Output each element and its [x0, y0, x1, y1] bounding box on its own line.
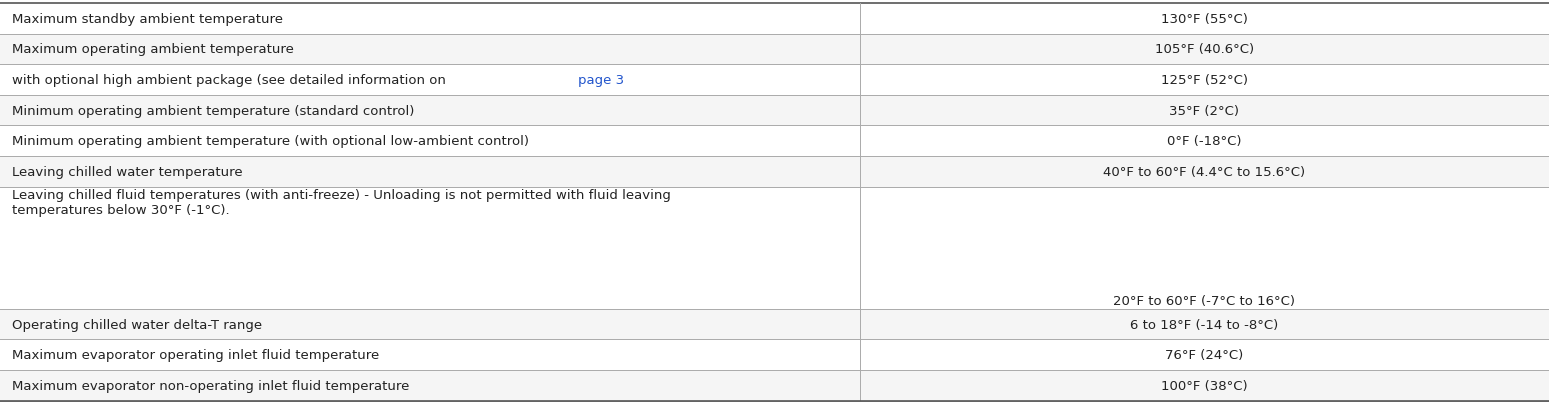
Text: 125°F (52°C): 125°F (52°C) [1160, 74, 1248, 87]
Text: 6 to 18°F (-14 to -8°C): 6 to 18°F (-14 to -8°C) [1131, 318, 1278, 331]
Text: 105°F (40.6°C): 105°F (40.6°C) [1156, 43, 1253, 56]
Text: 20°F to 60°F (-7°C to 16°C): 20°F to 60°F (-7°C to 16°C) [1114, 294, 1295, 307]
FancyBboxPatch shape [0, 309, 1549, 339]
FancyBboxPatch shape [0, 187, 1549, 309]
FancyBboxPatch shape [0, 370, 1549, 401]
FancyBboxPatch shape [0, 339, 1549, 370]
Text: Maximum evaporator operating inlet fluid temperature: Maximum evaporator operating inlet fluid… [12, 349, 380, 361]
FancyBboxPatch shape [0, 157, 1549, 187]
Text: 130°F (55°C): 130°F (55°C) [1160, 13, 1248, 26]
Text: with optional high ambient package (see detailed information on: with optional high ambient package (see … [12, 74, 451, 87]
FancyBboxPatch shape [0, 4, 1549, 35]
Text: Operating chilled water delta-T range: Operating chilled water delta-T range [12, 318, 262, 331]
Text: Leaving chilled fluid temperatures (with anti-freeze) - Unloading is not permitt: Leaving chilled fluid temperatures (with… [12, 189, 671, 217]
Text: Minimum operating ambient temperature (with optional low-ambient control): Minimum operating ambient temperature (w… [12, 135, 530, 148]
Text: 35°F (2°C): 35°F (2°C) [1169, 104, 1239, 117]
Text: Minimum operating ambient temperature (standard control): Minimum operating ambient temperature (s… [12, 104, 415, 117]
Text: 40°F to 60°F (4.4°C to 15.6°C): 40°F to 60°F (4.4°C to 15.6°C) [1103, 165, 1306, 178]
FancyBboxPatch shape [0, 35, 1549, 65]
FancyBboxPatch shape [0, 126, 1549, 157]
Text: Leaving chilled water temperature: Leaving chilled water temperature [12, 165, 243, 178]
Text: page 3: page 3 [578, 74, 624, 87]
Text: 76°F (24°C): 76°F (24°C) [1165, 349, 1244, 361]
Text: 0°F (-18°C): 0°F (-18°C) [1166, 135, 1242, 148]
Text: Maximum evaporator non-operating inlet fluid temperature: Maximum evaporator non-operating inlet f… [12, 379, 410, 392]
Text: Maximum standby ambient temperature: Maximum standby ambient temperature [12, 13, 283, 26]
Text: 100°F (38°C): 100°F (38°C) [1162, 379, 1247, 392]
Text: Maximum operating ambient temperature: Maximum operating ambient temperature [12, 43, 294, 56]
FancyBboxPatch shape [0, 96, 1549, 126]
FancyBboxPatch shape [0, 65, 1549, 96]
